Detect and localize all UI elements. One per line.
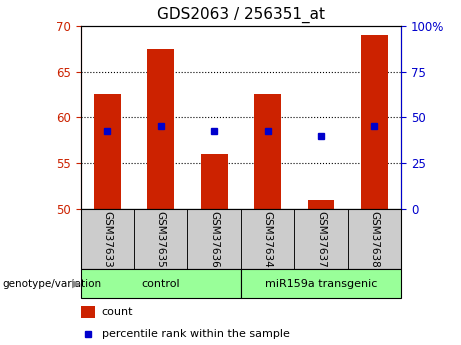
Text: GSM37636: GSM37636 — [209, 210, 219, 267]
Text: GSM37638: GSM37638 — [369, 210, 379, 267]
Text: GSM37637: GSM37637 — [316, 210, 326, 267]
Bar — [81, 306, 95, 318]
Bar — [148, 49, 174, 209]
Text: percentile rank within the sample: percentile rank within the sample — [101, 329, 290, 339]
Text: ▶: ▶ — [72, 279, 81, 289]
Bar — [241, 209, 294, 269]
Text: miR159a transgenic: miR159a transgenic — [265, 279, 377, 289]
Bar — [134, 209, 188, 269]
Text: control: control — [142, 279, 180, 289]
Bar — [188, 209, 241, 269]
Text: GSM37634: GSM37634 — [263, 210, 272, 267]
Text: GSM37635: GSM37635 — [156, 210, 166, 267]
Bar — [307, 199, 334, 209]
Bar — [254, 95, 281, 209]
Bar — [294, 209, 348, 269]
Text: count: count — [101, 307, 133, 317]
Bar — [361, 35, 388, 209]
Bar — [241, 269, 401, 298]
Bar — [94, 95, 121, 209]
Title: GDS2063 / 256351_at: GDS2063 / 256351_at — [157, 7, 325, 23]
Text: genotype/variation: genotype/variation — [2, 279, 101, 289]
Bar — [201, 154, 228, 209]
Text: GSM37633: GSM37633 — [102, 210, 112, 267]
Bar — [81, 209, 134, 269]
Bar — [348, 209, 401, 269]
Bar — [81, 269, 241, 298]
